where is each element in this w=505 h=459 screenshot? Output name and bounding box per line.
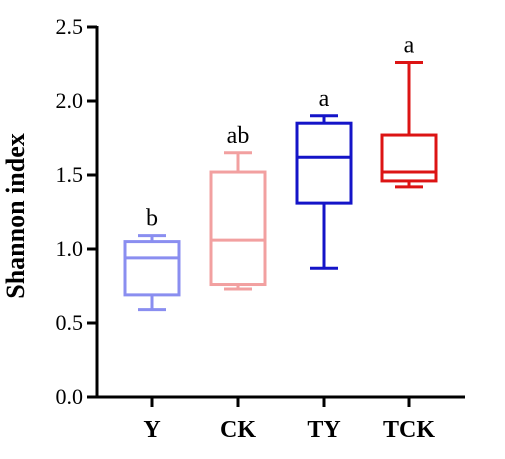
box-iqr: [123, 240, 181, 297]
box-iqr: [295, 121, 353, 205]
axes: [95, 26, 465, 399]
y-tick-label: 2.0: [56, 88, 84, 113]
box-tck: a: [380, 33, 438, 189]
x-tick-label: CK: [220, 417, 256, 443]
y-axis-ticks: 0.0 0.5 1.0 1.5 2.0 2.5: [56, 14, 97, 409]
significance-label: ab: [227, 123, 250, 149]
y-tick-label: 2.5: [56, 14, 84, 39]
y-tick-label: 1.5: [56, 162, 84, 187]
box-iqr: [380, 133, 438, 183]
significance-label: b: [146, 206, 158, 232]
x-tick-label: Y: [143, 417, 160, 443]
box-iqr: [209, 170, 267, 287]
box-ty: a: [295, 86, 353, 270]
y-tick-label: 0.5: [56, 310, 84, 335]
x-tick-label: TY: [307, 417, 340, 443]
y-axis-title: Shannon index: [1, 133, 30, 298]
y-tick-label: 1.0: [56, 236, 84, 261]
box-ck: ab: [209, 123, 267, 291]
significance-label: a: [319, 86, 330, 112]
boxes: b ab a a: [123, 33, 438, 312]
x-tick-label: TCK: [383, 417, 435, 443]
significance-label: a: [404, 33, 415, 59]
y-axis-title-group: Shannon index: [1, 133, 30, 298]
y-tick-label: 0.0: [56, 384, 84, 409]
box-y: b: [123, 206, 181, 312]
x-axis-ticks: Y CK TY TCK: [143, 397, 435, 443]
